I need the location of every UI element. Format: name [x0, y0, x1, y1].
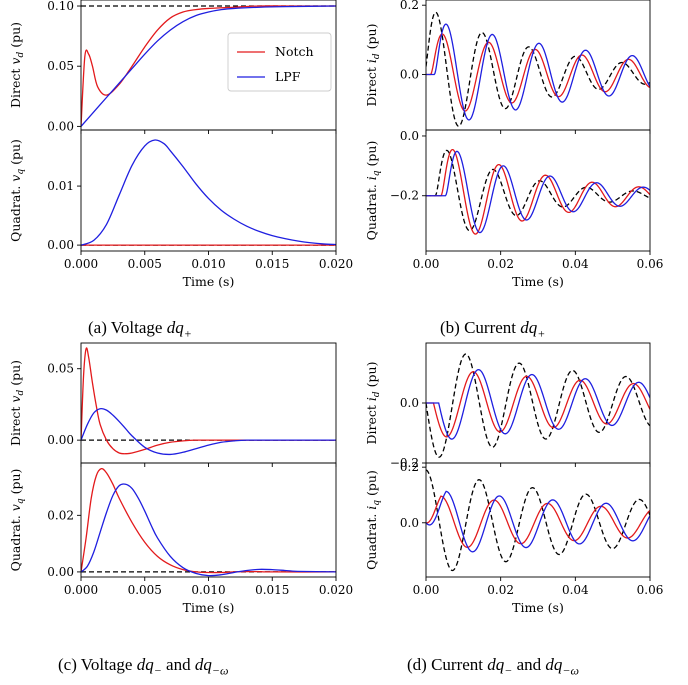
caption-b: (b) Current dq+	[440, 318, 546, 341]
y-axis-label: Direct id (pu)	[364, 362, 382, 445]
x-axis-label: Time (s)	[183, 600, 235, 615]
y-axis-label: Direct vd (pu)	[8, 22, 26, 108]
y-tick-label: 0.0	[400, 68, 419, 82]
y-tick-label: 0.0	[400, 129, 419, 143]
series-ref	[426, 149, 650, 232]
axes-frame	[80, 129, 337, 252]
series-lpf	[81, 483, 336, 577]
series-notch	[81, 347, 336, 455]
caption-c: (c) Voltage dq− and dq−ω	[58, 655, 229, 678]
legend-label-lpf: LPF	[275, 69, 301, 84]
y-tick-label: 0.2	[400, 460, 419, 474]
y-tick-label: 0.00	[47, 119, 74, 133]
series-lpf	[426, 490, 650, 553]
series-lpf	[426, 23, 650, 121]
y-tick-label: 0.05	[47, 362, 74, 376]
x-tick-label: 0.04	[562, 583, 589, 597]
series-lpf	[81, 139, 336, 246]
x-tick-label: 0.005	[128, 583, 162, 597]
axes-frame	[425, 129, 651, 252]
y-axis-label: Quadrat. iq (pu)	[364, 141, 382, 241]
x-tick-label: 0.010	[191, 257, 225, 271]
series-notch	[426, 371, 650, 438]
chart-panel-4: 0.00 0.05 Direct vd (pu)	[8, 342, 337, 467]
series-lpf	[81, 5, 336, 127]
series-notch	[81, 467, 336, 574]
x-tick-label: 0.000	[64, 583, 98, 597]
x-axis-label: Time (s)	[183, 274, 235, 289]
axes-frame	[80, 462, 337, 578]
x-tick-label: 0.00	[413, 583, 440, 597]
chart-panel-1: 0.00 0.01 0.000 0.005 0.010 0.015 0.020 Time (s…	[8, 129, 353, 289]
caption-a: (a) Voltage dq+	[88, 318, 192, 341]
x-tick-label: 0.06	[637, 583, 664, 597]
chart-panel-6: 0.0 −0.2 Direct id (pu)	[364, 342, 651, 470]
x-tick-label: 0.02	[487, 583, 514, 597]
x-tick-label: 0.015	[255, 257, 289, 271]
legend: Notch LPF	[227, 32, 332, 92]
chart-panel-3: 0.0 −0.2 0.00 0.02 0.04 0.06 Time (s) Quadrat. …	[364, 129, 663, 289]
series-ref	[426, 469, 650, 572]
y-tick-label: 0.0	[400, 516, 419, 530]
series-ref	[426, 353, 650, 458]
y-axis-label: Direct id (pu)	[364, 24, 382, 107]
y-axis-label: Quadrat. vq (pu)	[8, 469, 26, 572]
y-tick-label: 0.02	[47, 508, 74, 522]
series-ref	[426, 11, 650, 127]
x-tick-label: 0.04	[562, 257, 589, 271]
x-tick-label: 0.06	[637, 257, 664, 271]
y-tick-label: 0.00	[47, 433, 74, 447]
series-lpf	[81, 407, 336, 456]
chart-panel-7: 0.0 0.2 0.00 0.02 0.04 0.06 Time (s) Quadrat. i…	[364, 460, 663, 615]
series-lpf	[426, 369, 650, 440]
y-tick-label: −0.2	[390, 189, 419, 203]
x-tick-label: 0.015	[255, 583, 289, 597]
y-tick-label: 0.0	[400, 396, 419, 410]
y-tick-label: 0.00	[47, 565, 74, 579]
x-axis-label: Time (s)	[512, 600, 564, 615]
y-tick-label: 0.10	[47, 0, 74, 13]
y-axis-label: Direct vd (pu)	[8, 360, 26, 446]
series-notch	[426, 33, 650, 112]
x-tick-label: 0.00	[413, 257, 440, 271]
axes-frame	[425, 462, 651, 578]
y-tick-label: 0.2	[400, 0, 419, 12]
y-axis-label: Quadrat. vq (pu)	[8, 139, 26, 242]
x-tick-label: 0.02	[487, 257, 514, 271]
y-axis-label: Quadrat. iq (pu)	[364, 470, 382, 570]
series-notch	[426, 495, 650, 548]
chart-panel-0: 0.00 0.05 0.10 Direct vd (pu)	[8, 0, 337, 134]
x-tick-label: 0.000	[64, 257, 98, 271]
y-tick-label: 0.01	[47, 179, 74, 193]
legend-label-notch: Notch	[275, 44, 314, 59]
y-tick-label: −0.2	[390, 456, 419, 470]
chart-panel-2: 0.0 0.2 Direct id (pu)	[364, 0, 651, 134]
x-axis-label: Time (s)	[512, 274, 564, 289]
series-notch	[426, 148, 650, 235]
chart-panel-5: 0.00 0.02 0.000 0.005 0.010 0.015 0.020 Time (s…	[8, 462, 353, 615]
y-tick-label: 0.00	[47, 238, 74, 252]
x-tick-label: 0.020	[319, 583, 353, 597]
series-lpf	[426, 150, 650, 234]
y-tick-label: 0.05	[47, 59, 74, 73]
x-tick-label: 0.005	[128, 257, 162, 271]
caption-d: (d) Current dq− and dq−ω	[407, 655, 579, 678]
series-notch	[81, 5, 336, 127]
x-tick-label: 0.020	[319, 257, 353, 271]
x-tick-label: 0.010	[191, 583, 225, 597]
